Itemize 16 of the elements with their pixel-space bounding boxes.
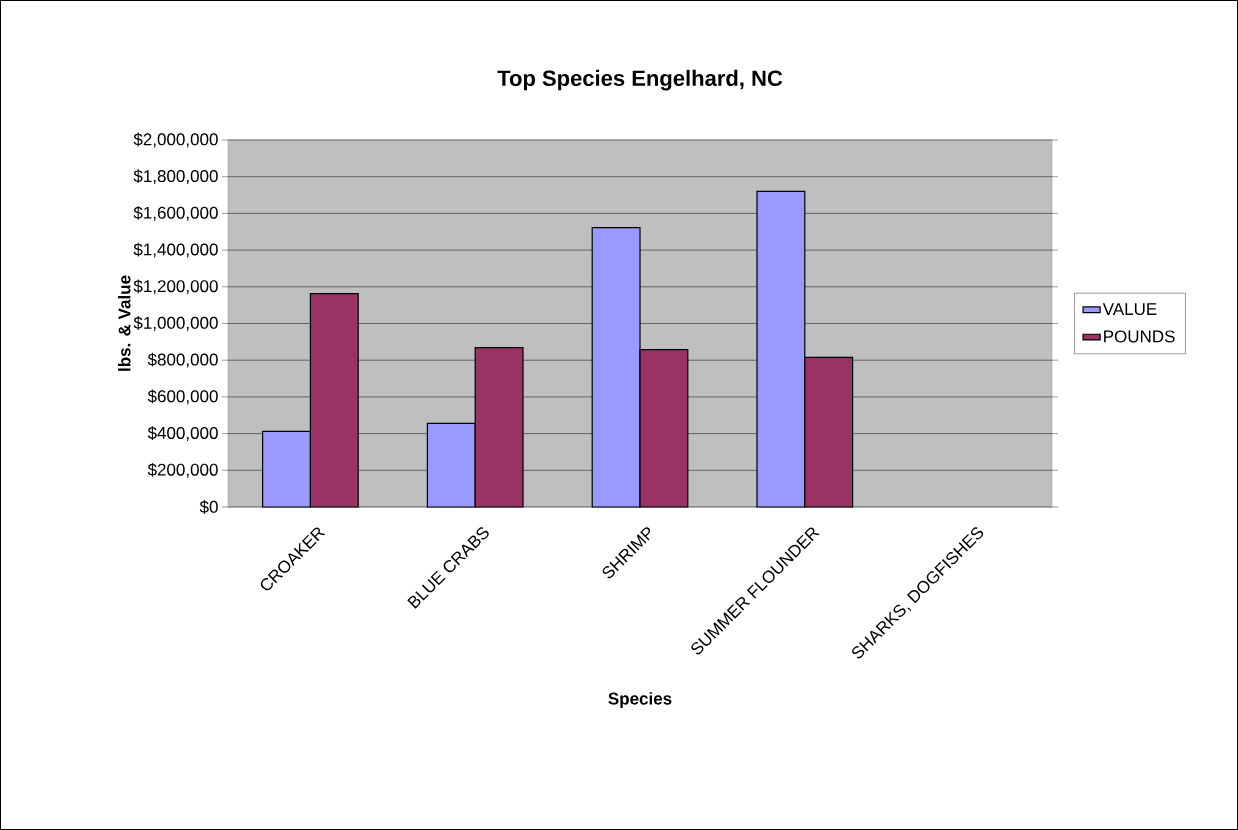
y-tick-label: $1,800,000: [133, 169, 218, 185]
y-tick-label: $1,600,000: [133, 206, 218, 221]
y-tick-label: $1,400,000: [133, 242, 218, 258]
y-tick-label: $2,000,000: [133, 132, 218, 148]
y-tick-label: $200,000: [147, 462, 218, 478]
y-tick-label: $1,000,000: [133, 316, 218, 331]
y-tick-label: $0: [199, 500, 218, 514]
y-tick-label: $800,000: [147, 352, 218, 368]
y-axis-title: lbs. & Value: [118, 275, 131, 371]
legend-label: VALUE: [1102, 303, 1157, 316]
legend-label: POUNDS: [1104, 330, 1175, 343]
x-axis-title: Species: [608, 692, 672, 708]
y-tick-label: $1,200,000: [133, 279, 218, 295]
y-tick-label: $400,000: [147, 426, 218, 441]
y-tick-label: $600,000: [147, 389, 218, 405]
chart-title: Top Species Engelhard, NC: [497, 69, 783, 91]
